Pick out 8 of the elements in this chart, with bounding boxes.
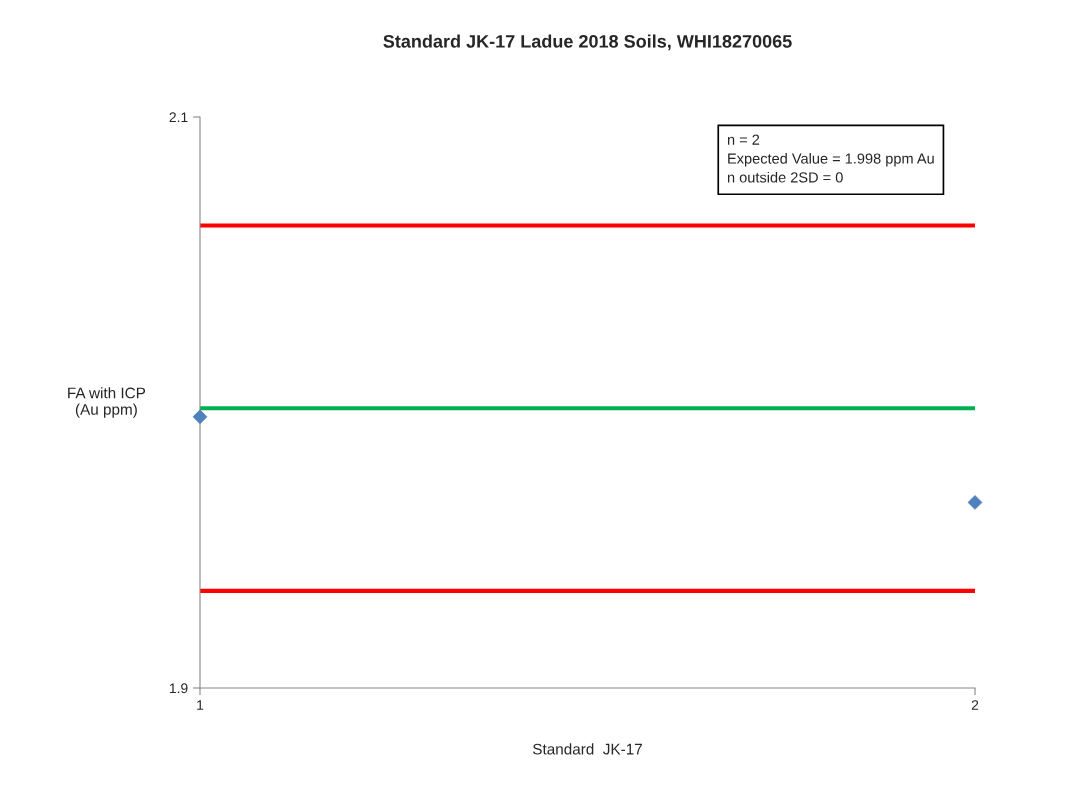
x-axis-title: Standard JK-17 (533, 743, 642, 755)
y-tick-label: 1.9 (169, 683, 188, 694)
x-tick-label: 1 (197, 700, 204, 710)
y-axis-title: FA with ICP (Au ppm) (68, 387, 146, 418)
annotation: n = 2 Expected Value = 1.998 ppm Au n outside 2SD = 0 (727, 134, 934, 183)
chart-title: Standard JK-17 Ladue 2018 Soils, WHI18270065 (383, 34, 792, 51)
x-tick-label: 2 (971, 700, 979, 710)
y-tick-label: 2.1 (169, 112, 188, 123)
